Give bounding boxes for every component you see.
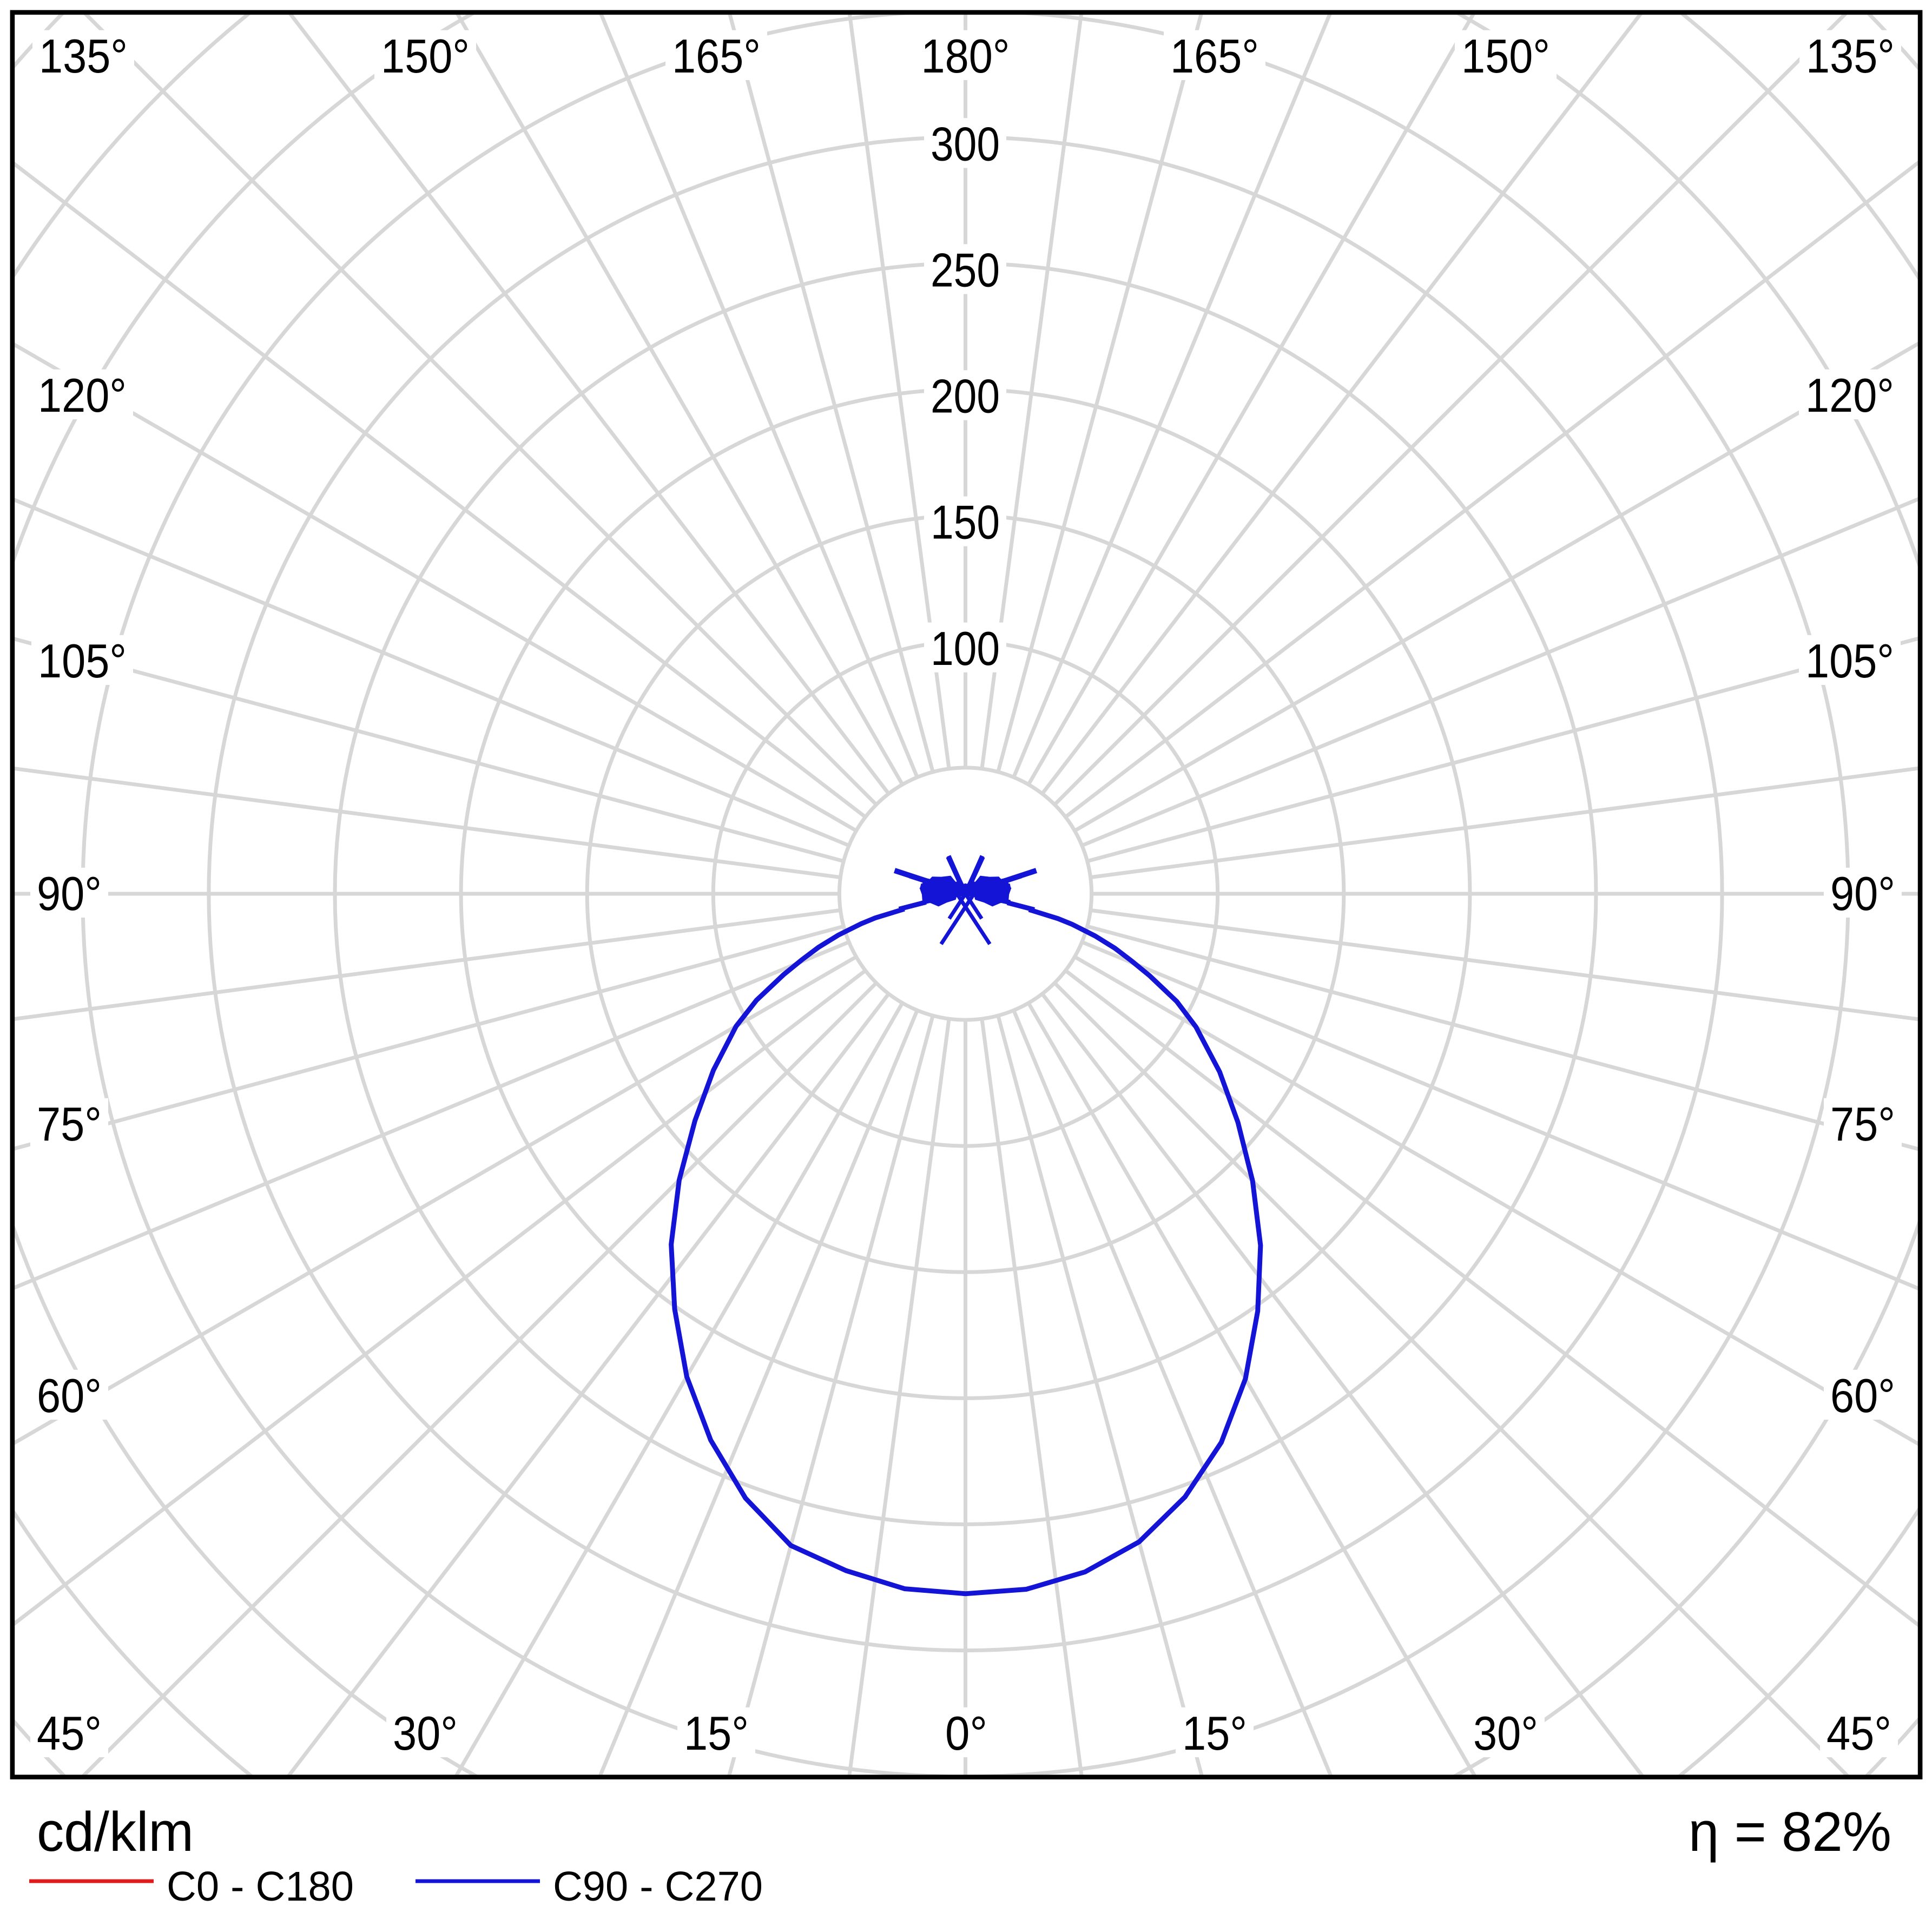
svg-text:150°: 150° bbox=[381, 29, 470, 83]
svg-text:150°: 150° bbox=[1461, 29, 1550, 83]
svg-text:15°: 15° bbox=[1182, 1706, 1247, 1760]
svg-text:0°: 0° bbox=[945, 1706, 987, 1760]
svg-text:165°: 165° bbox=[672, 29, 761, 83]
svg-text:cd/klm: cd/klm bbox=[37, 1801, 194, 1863]
svg-text:30°: 30° bbox=[1473, 1706, 1538, 1760]
svg-text:120°: 120° bbox=[1805, 368, 1894, 422]
svg-text:η = 82%: η = 82% bbox=[1689, 1801, 1891, 1863]
svg-text:45°: 45° bbox=[1827, 1706, 1891, 1760]
svg-text:120°: 120° bbox=[38, 368, 127, 422]
svg-text:60°: 60° bbox=[37, 1369, 102, 1422]
svg-text:30°: 30° bbox=[393, 1706, 458, 1760]
svg-text:C0 - C180: C0 - C180 bbox=[167, 1863, 354, 1910]
svg-text:90°: 90° bbox=[37, 867, 102, 920]
svg-text:100: 100 bbox=[931, 622, 1000, 675]
svg-text:180°: 180° bbox=[921, 29, 1010, 83]
svg-text:60°: 60° bbox=[1830, 1369, 1895, 1422]
svg-text:75°: 75° bbox=[1830, 1097, 1895, 1151]
svg-text:C90 - C270: C90 - C270 bbox=[553, 1863, 763, 1910]
svg-text:135°: 135° bbox=[1806, 29, 1895, 83]
svg-text:135°: 135° bbox=[39, 29, 128, 83]
svg-text:150: 150 bbox=[931, 496, 1000, 549]
svg-text:15°: 15° bbox=[684, 1706, 749, 1760]
svg-text:90°: 90° bbox=[1830, 867, 1895, 920]
svg-text:200: 200 bbox=[931, 370, 1000, 423]
svg-text:45°: 45° bbox=[37, 1706, 102, 1760]
svg-text:165°: 165° bbox=[1170, 29, 1259, 83]
svg-text:250: 250 bbox=[931, 243, 1000, 297]
svg-text:75°: 75° bbox=[37, 1097, 102, 1151]
svg-text:105°: 105° bbox=[38, 634, 127, 688]
svg-text:300: 300 bbox=[931, 117, 1000, 170]
svg-text:105°: 105° bbox=[1805, 634, 1894, 688]
